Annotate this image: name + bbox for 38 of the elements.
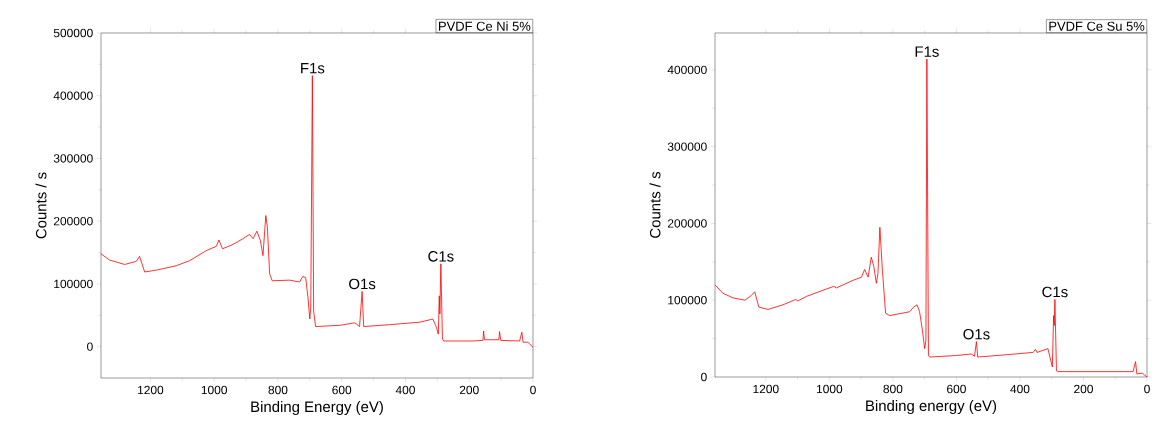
x-axis-title: Binding Energy (eV) bbox=[251, 401, 383, 415]
y-tick-label: 0 bbox=[701, 372, 707, 382]
chart-title: PVDF Ce Su 5% bbox=[1049, 21, 1145, 31]
y-tick-label: 400000 bbox=[667, 65, 707, 75]
y-tick-label: 0 bbox=[87, 342, 93, 351]
x-tick-label: 1200 bbox=[753, 384, 779, 394]
x-tick-label: 1000 bbox=[201, 385, 228, 395]
annotation: O1s bbox=[349, 278, 376, 290]
x-tick-label: 200 bbox=[1074, 384, 1093, 394]
y-axis-title: Counts / s bbox=[35, 172, 47, 239]
x-tick-label: 0 bbox=[530, 385, 536, 395]
x-tick-label: 1200 bbox=[138, 385, 164, 395]
annotation: F1s bbox=[301, 63, 325, 74]
x-axis-title: Binding energy (eV) bbox=[866, 400, 997, 414]
x-tick-label: 600 bbox=[947, 384, 966, 394]
y-tick-label: 200000 bbox=[667, 219, 707, 228]
x-tick-label: 1000 bbox=[816, 384, 843, 394]
y-tick-label: 400000 bbox=[53, 91, 93, 100]
annotation: O1s bbox=[963, 328, 990, 340]
annotation: C1s bbox=[1042, 286, 1068, 298]
annotation: F1s bbox=[915, 46, 939, 57]
y-tick-label: 200000 bbox=[53, 216, 93, 226]
annotation: C1s bbox=[428, 251, 454, 262]
x-tick-label: 400 bbox=[395, 385, 415, 395]
x-tick-label: 600 bbox=[332, 385, 352, 395]
y-axis-title: Counts / s bbox=[649, 171, 661, 238]
x-tick-label: 0 bbox=[1144, 384, 1150, 394]
x-tick-label: 800 bbox=[268, 385, 288, 395]
y-tick-label: 100000 bbox=[54, 279, 93, 289]
y-tick-label: 300000 bbox=[53, 154, 93, 163]
y-tick-label: 300000 bbox=[667, 142, 707, 151]
chart-title: PVDF Ce Ni 5% bbox=[439, 21, 531, 31]
line-series bbox=[100, 75, 534, 348]
x-tick-label: 800 bbox=[883, 384, 903, 394]
x-tick-label: 200 bbox=[459, 385, 479, 395]
x-tick-label: 400 bbox=[1010, 384, 1030, 394]
y-tick-label: 100000 bbox=[668, 295, 707, 305]
y-tick-label: 500000 bbox=[53, 28, 93, 38]
